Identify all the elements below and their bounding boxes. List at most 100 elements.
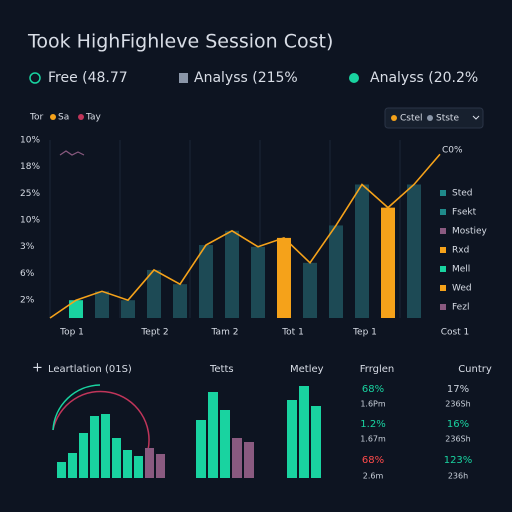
legend-label: Sted: [452, 189, 473, 199]
y-tick-label: 3%: [20, 242, 35, 252]
stats-cell: 123%: [444, 455, 473, 466]
dropdown[interactable]: [384, 107, 484, 129]
plus: +: [32, 361, 43, 376]
title: Took HighFighleve Session Cost): [27, 31, 333, 53]
bar: [208, 392, 218, 478]
legend-label: Wed: [452, 284, 472, 294]
mini-line: [59, 150, 85, 156]
stats-header: Cuntry: [458, 364, 492, 375]
stats-cell: 236Sh: [445, 435, 470, 444]
kpi: Free (48.77: [48, 70, 128, 86]
x-tick-label: Tep 1: [352, 328, 377, 338]
stats-cell: 16%: [447, 419, 469, 430]
bar: [145, 448, 154, 478]
bar: [101, 414, 110, 478]
bar: [156, 454, 165, 478]
bar: [95, 291, 109, 318]
dropdown-dot: [427, 115, 433, 121]
stats-cell: 68%: [362, 455, 384, 466]
arc: [52, 384, 101, 431]
legend-label: Sa: [58, 113, 69, 123]
legend-swatch: [440, 190, 446, 196]
bar: [68, 453, 77, 478]
legend-label: Fsekt: [452, 208, 477, 218]
legend-label: Fezl: [452, 303, 469, 313]
bar: [90, 416, 99, 478]
kpi-icon: [349, 73, 359, 83]
bar: [57, 462, 66, 478]
legend-label: Mostiey: [452, 227, 488, 237]
bar: [311, 406, 321, 478]
legend-dot: [50, 114, 56, 120]
chart-title: Tetts: [209, 364, 234, 375]
y-tick-label: 2%: [20, 296, 35, 306]
bar: [134, 456, 143, 478]
bar: [69, 300, 83, 318]
kpi: Analyss (20.2%: [370, 70, 478, 86]
chart-title: Metley: [290, 364, 324, 375]
x-tick-label: Cost 1: [441, 328, 470, 338]
legend-swatch: [440, 209, 446, 215]
kpi-icon: [29, 72, 41, 84]
y-tick-label: 18%: [20, 162, 40, 172]
stats-cell: 236Sh: [445, 400, 470, 409]
bar: [251, 246, 265, 318]
bar: [303, 262, 317, 318]
stats-cell: 2.6m: [363, 472, 384, 481]
line: [49, 153, 441, 319]
stats-cell: 1.2%: [360, 419, 385, 430]
dropdown-option: Stste: [436, 114, 459, 124]
legend-label: Mell: [452, 265, 470, 275]
legend-label: Tay: [85, 113, 102, 123]
bar: [299, 386, 309, 478]
bar: [220, 410, 230, 478]
end-label: C0%: [442, 146, 463, 156]
legend-swatch: [440, 285, 446, 291]
y-tick-label: 6%: [20, 269, 35, 279]
bar: [277, 237, 291, 318]
legend-dot: [78, 114, 84, 120]
x-tick-label: Tot 1: [281, 328, 304, 338]
bar: [121, 300, 135, 318]
dropdown-caret: [472, 115, 480, 120]
bar: [196, 420, 206, 478]
stats-cell: 236h: [448, 472, 468, 481]
stats-cell: 1.6Pm: [360, 400, 386, 409]
dropdown-dot: [391, 115, 397, 121]
legend-label: Rxd: [452, 246, 469, 256]
legend-swatch: [440, 266, 446, 272]
bar: [79, 433, 88, 478]
bar: [407, 184, 421, 318]
x-tick-label: Tam 2: [211, 328, 239, 338]
bar: [225, 230, 239, 318]
bar: [381, 207, 395, 318]
y-tick-label: 10%: [20, 216, 40, 226]
kpi: Analyss (215%: [194, 70, 298, 86]
arc: [52, 390, 150, 451]
stats-header: Frrglen: [360, 364, 395, 375]
bar: [287, 400, 297, 478]
legend-swatch: [440, 228, 446, 234]
x-tick-label: Top 1: [59, 328, 84, 338]
legend-swatch: [440, 247, 446, 253]
bar: [123, 450, 132, 478]
bar: [199, 245, 213, 318]
bar: [173, 284, 187, 318]
legend-swatch: [440, 304, 446, 310]
stats-cell: 1.67m: [360, 435, 386, 444]
bar: [112, 438, 121, 478]
bar: [244, 442, 254, 478]
stats-cell: 17%: [447, 384, 469, 395]
bar: [355, 184, 369, 318]
dropdown-option: Cstel: [400, 114, 423, 124]
legend-label: Tor: [29, 113, 43, 123]
x-tick-label: Tept 2: [140, 328, 168, 338]
chart-title: Leartlation (01S): [48, 364, 132, 375]
kpi-icon: [179, 73, 188, 83]
y-tick-label: 25%: [20, 189, 40, 199]
y-tick-label: 10%: [20, 136, 40, 146]
bar: [147, 269, 161, 318]
bar: [329, 225, 343, 318]
bar: [232, 438, 242, 478]
